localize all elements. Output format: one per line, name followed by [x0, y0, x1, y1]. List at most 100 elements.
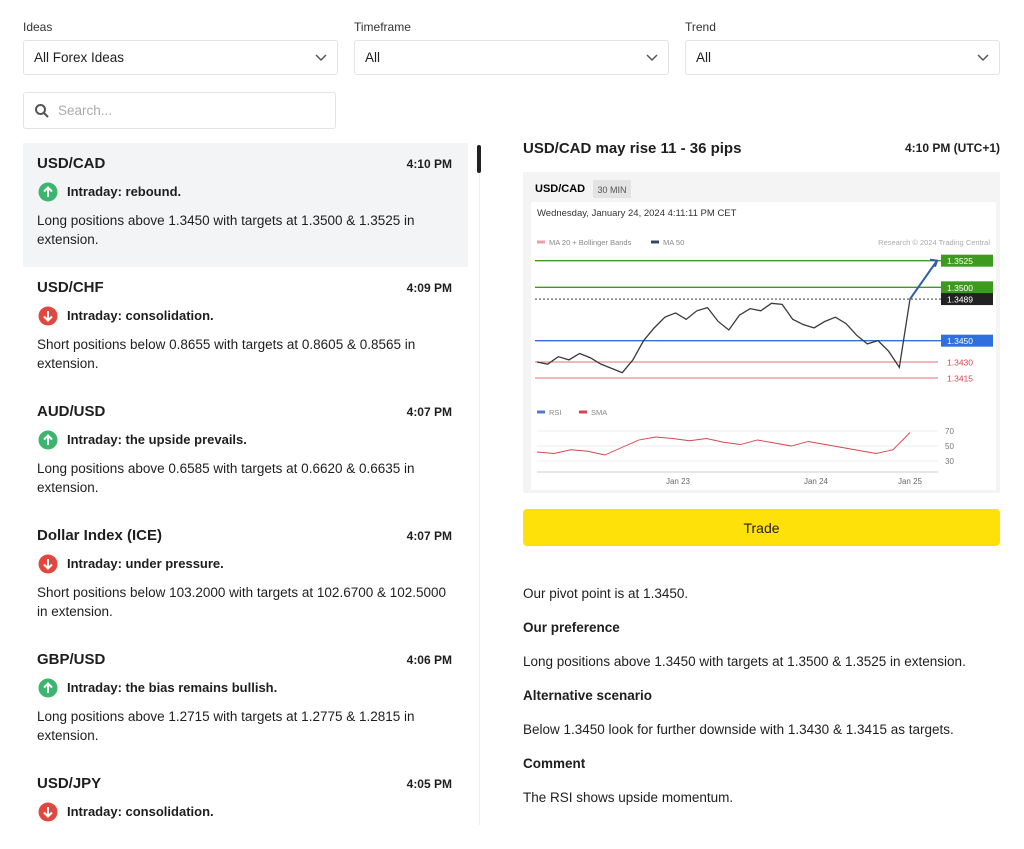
- idea-headline: Intraday: consolidation.: [67, 804, 214, 819]
- legend-label: SMA: [591, 408, 607, 417]
- search-placeholder: Search...: [58, 103, 113, 118]
- filter-select[interactable]: All Forex Ideas: [23, 40, 338, 75]
- filter-value: All: [696, 50, 712, 65]
- rsi-tick-label: 30: [945, 457, 954, 466]
- level-label: 1.3450: [947, 336, 973, 346]
- filter-value: All: [365, 50, 381, 65]
- trend-arrow: [43, 434, 53, 445]
- level-label: 1.3525: [947, 256, 973, 266]
- rsi-tick-label: 70: [945, 427, 954, 436]
- pivot-text: Our pivot point is at 1.3450.: [523, 586, 689, 601]
- ideas-list: USD/CAD 4:10 PM Intraday: rebound. Long pos…: [23, 143, 468, 823]
- search-box[interactable]: Search...: [23, 92, 336, 129]
- chart-symbol: USD/CAD: [535, 183, 585, 195]
- level-box: [941, 254, 993, 267]
- chevron-path: [646, 53, 658, 61]
- timeframe-box: [593, 180, 631, 198]
- idea-text: Long positions above 1.2715 with targets…: [37, 709, 415, 743]
- detail-time: 4:10 PM (UTC+1): [904, 141, 1000, 155]
- idea-symbol: USD/CAD: [37, 155, 106, 172]
- legend-label: MA 50: [663, 238, 684, 247]
- idea-headline: Intraday: rebound.: [67, 184, 182, 199]
- section-heading: Alternative scenario: [523, 688, 653, 703]
- chart-timeframe: 30 MIN: [597, 185, 626, 195]
- idea-item[interactable]: USD/JPY 4:05 PM Intraday: consolidation.: [23, 763, 468, 823]
- idea-headline: Intraday: consolidation.: [67, 308, 214, 323]
- level-box: [941, 293, 993, 306]
- trend-icon: [38, 678, 58, 698]
- chevron-path: [977, 53, 989, 61]
- section-heading: Our preference: [523, 620, 620, 635]
- chart-image: USD/CAD 30 MIN Wednesday, January 24, 2024…: [523, 172, 1000, 493]
- search-icon: [35, 103, 49, 118]
- filter-label: Timeframe: [354, 20, 411, 34]
- x-label: Jan 25: [898, 477, 923, 486]
- rsi-tick-label: 50: [945, 442, 954, 451]
- level-box: [941, 334, 993, 347]
- idea-item[interactable]: Dollar Index (ICE) 4:07 PM Intraday: under…: [23, 515, 468, 639]
- rsi-line: [536, 432, 911, 456]
- level-label: 1.3430: [947, 358, 973, 368]
- idea-text: Short positions below 103.2000 with targ…: [37, 585, 447, 619]
- trend-arrow: [43, 311, 53, 322]
- idea-text: Long positions above 0.6585 with targets…: [37, 461, 415, 495]
- filter-value: All Forex Ideas: [34, 50, 125, 65]
- idea-symbol: AUD/USD: [37, 403, 106, 420]
- idea-symbol: Dollar Index (ICE): [37, 527, 163, 544]
- trend-icon: [38, 430, 58, 450]
- idea-time: 4:07 PM: [406, 405, 452, 419]
- section-text: Long positions above 1.3450 with targets…: [523, 654, 966, 669]
- trade-button[interactable]: Trade: [523, 509, 1000, 546]
- trend-arrow: [43, 682, 53, 693]
- idea-headline: Intraday: under pressure.: [67, 556, 224, 571]
- filter-select[interactable]: All: [685, 40, 1000, 75]
- filter-select[interactable]: All: [354, 40, 669, 75]
- idea-item[interactable]: USD/CHF 4:09 PM Intraday: consolidation. Sh…: [23, 267, 468, 391]
- trend-icon: [38, 554, 58, 574]
- level-label: 1.3415: [947, 374, 973, 384]
- trend-arrow: [43, 186, 53, 197]
- idea-time: 4:09 PM: [406, 281, 452, 295]
- trend-arrow: [43, 559, 53, 570]
- idea-time: 4:07 PM: [406, 529, 452, 543]
- chart-date: Wednesday, January 24, 2024 4:11:11 PM C…: [537, 208, 737, 219]
- chevron-path: [315, 53, 327, 61]
- scrollbar[interactable]: [477, 145, 481, 173]
- idea-headline: Intraday: the upside prevails.: [67, 432, 247, 447]
- legend-label: RSI: [549, 408, 562, 417]
- trend-arrow: [43, 807, 53, 818]
- idea-time: 4:06 PM: [406, 653, 452, 667]
- trend-icon: [38, 306, 58, 326]
- section-text: Below 1.3450 look for further downside w…: [523, 722, 954, 737]
- chevron: [977, 53, 989, 61]
- filter-label: Ideas: [23, 20, 53, 34]
- section-heading: Comment: [523, 756, 586, 771]
- filter-label: Trend: [685, 20, 716, 34]
- section-text: The RSI shows upside momentum.: [523, 790, 734, 805]
- chevron: [646, 53, 658, 61]
- detail-title: USD/CAD may rise 11 - 36 pips: [523, 140, 742, 157]
- idea-text: Short positions below 0.8655 with target…: [37, 337, 416, 371]
- price-line: [536, 298, 911, 374]
- idea-item[interactable]: USD/CAD 4:10 PM Intraday: rebound. Long pos…: [23, 143, 468, 267]
- idea-time: 4:05 PM: [406, 777, 452, 791]
- idea-symbol: USD/JPY: [37, 775, 102, 792]
- idea-item[interactable]: AUD/USD 4:07 PM Intraday: the upside preva…: [23, 391, 468, 515]
- trend-icon: [38, 182, 58, 202]
- chart-panel: [531, 202, 996, 490]
- legend-label: MA 20 + Bollinger Bands: [549, 238, 632, 247]
- idea-time: 4:10 PM: [406, 157, 452, 171]
- projection-arrow: [909, 258, 939, 300]
- x-label: Jan 24: [804, 477, 829, 486]
- trend-icon: [38, 802, 58, 822]
- idea-symbol: USD/CHF: [37, 279, 104, 296]
- level-box: [941, 281, 993, 294]
- idea-item[interactable]: GBP/USD 4:06 PM Intraday: the bias remains…: [23, 639, 468, 763]
- scroll-track: [479, 145, 480, 825]
- level-label: 1.3489: [947, 295, 973, 305]
- idea-headline: Intraday: the bias remains bullish.: [67, 680, 278, 695]
- idea-symbol: GBP/USD: [37, 651, 106, 668]
- chart-credit: Research © 2024 Trading Central: [878, 238, 990, 247]
- idea-text: Long positions above 1.3450 with targets…: [37, 213, 415, 247]
